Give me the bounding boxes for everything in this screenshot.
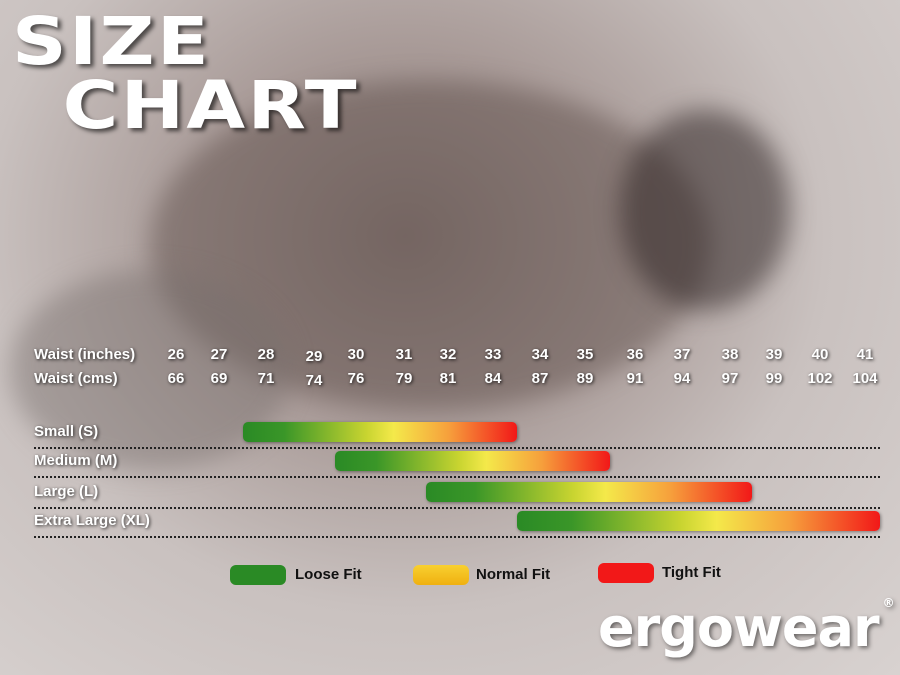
waist-cm-value: 84 [484,370,502,387]
waist-inch-value: 37 [673,346,691,363]
waist-inches-label: Waist (inches) [34,346,136,363]
row-divider [34,536,880,538]
waist-inch-value: 39 [765,346,783,363]
size-label: Small (S) [34,423,99,440]
waist-cm-value: 97 [721,370,739,387]
waist-inch-value: 35 [576,346,594,363]
waist-inch-value: 32 [439,346,457,363]
logo-text: ergowear [598,596,880,659]
model-photo [150,80,710,410]
waist-cm-value: 66 [167,370,185,387]
waist-inch-value: 40 [811,346,829,363]
ergowear-logo: ergowear ® [598,596,895,659]
size-range-bar [242,422,517,442]
row-divider [34,507,880,509]
waist-cm-value: 69 [210,370,228,387]
waist-cms-label: Waist (cms) [34,370,118,387]
waist-cm-value: 99 [765,370,783,387]
legend-swatch-tight [598,563,654,583]
legend-tight-fit: Tight Fit [662,564,721,581]
size-range-bar [335,451,610,471]
waist-inch-value: 29 [305,348,323,365]
page-title: SIZE CHART [12,3,359,144]
waist-inch-value: 27 [210,346,228,363]
waist-cm-value: 87 [531,370,549,387]
waist-inch-value: 33 [484,346,502,363]
legend-normal-fit: Normal Fit [476,566,551,583]
waist-inch-value: 30 [347,346,365,363]
waist-cm-value: 76 [347,370,365,387]
waist-cm-value: 104 [852,370,878,387]
size-label: Extra Large (XL) [34,512,150,529]
waist-inch-value: 31 [395,346,413,363]
size-range-bar [426,482,752,502]
waist-cm-value: 91 [626,370,644,387]
size-range-bar [516,511,880,531]
waist-cm-value: 79 [395,370,413,387]
waist-cm-value: 81 [439,370,457,387]
waist-inch-value: 41 [856,346,874,363]
waist-cm-value: 74 [305,372,323,389]
legend-swatch-loose [230,565,286,585]
legend-swatch-normal [413,565,469,585]
size-label: Medium (M) [34,452,118,469]
waist-inch-value: 36 [626,346,644,363]
size-label: Large (L) [34,483,99,500]
waist-cm-value: 102 [807,370,833,387]
waist-inch-value: 28 [257,346,275,363]
waist-cm-value: 71 [257,370,275,387]
title-line-1: SIZE [12,3,212,80]
waist-inch-value: 26 [167,346,185,363]
registered-mark: ® [882,596,895,610]
row-divider [34,476,880,478]
waist-inch-value: 34 [531,346,549,363]
waist-cm-value: 94 [673,370,691,387]
model-head [620,110,790,310]
title-line-2: CHART [62,67,359,144]
waist-inch-value: 38 [721,346,739,363]
row-divider [34,447,880,449]
waist-cm-value: 89 [576,370,594,387]
legend-loose-fit: Loose Fit [295,566,362,583]
